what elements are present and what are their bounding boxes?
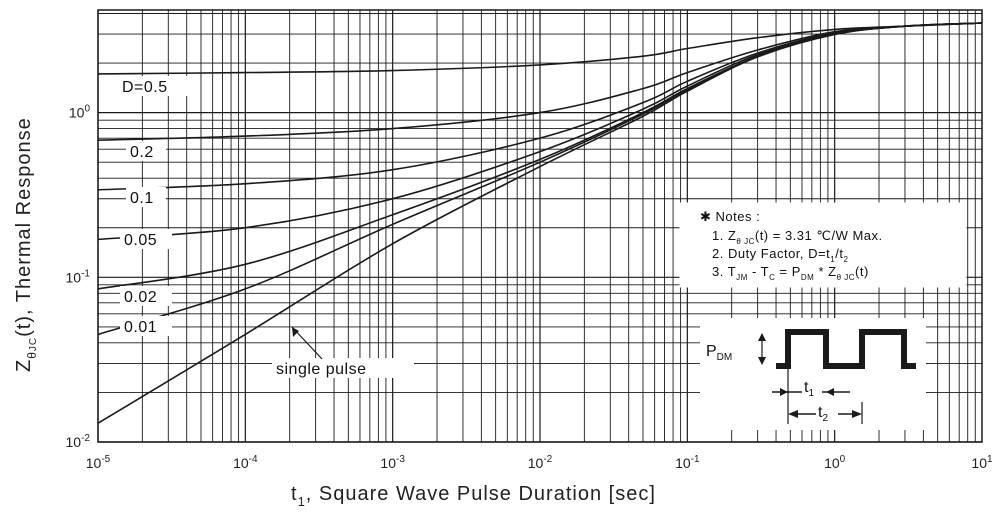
label-bg-d02 bbox=[126, 141, 166, 161]
y-tick-label: 100 bbox=[69, 104, 91, 121]
label-bg-d002 bbox=[120, 286, 172, 306]
plot-frame bbox=[97, 9, 983, 443]
t2-label: t2 bbox=[818, 404, 828, 424]
x-tick-label: 101 bbox=[971, 454, 993, 471]
series-lines bbox=[97, 22, 983, 424]
label-bg-d005 bbox=[120, 229, 172, 249]
t2-arrow-left-icon bbox=[788, 410, 798, 418]
curve-label-d02: 0.2 bbox=[130, 144, 154, 161]
series-line-0 bbox=[97, 22, 983, 75]
x-tick-label: 10-1 bbox=[675, 454, 700, 471]
tick-labels: 10-5 10-4 10-3 10-2 10-1 100 101 10-2 10-1 100 bbox=[66, 104, 993, 471]
label-bg-d001 bbox=[120, 316, 172, 336]
pulse-waveform bbox=[776, 329, 916, 369]
x-tick-label: 10-2 bbox=[528, 454, 553, 471]
t1-arrow-right-icon bbox=[826, 388, 834, 396]
curve-label-d01: 0.1 bbox=[130, 190, 154, 207]
notes-line-1: 1. Zθ JC(t) = 3.31 ℃/W Max. bbox=[712, 228, 883, 246]
notes-background bbox=[679, 202, 967, 288]
x-tick-label: 100 bbox=[824, 454, 846, 471]
series-line-1 bbox=[97, 22, 983, 141]
pulse-diagram-background bbox=[700, 318, 926, 430]
y-tick-label: 10-1 bbox=[66, 268, 91, 285]
series-line-6 bbox=[97, 22, 983, 424]
t2-arrow-right-icon bbox=[852, 410, 862, 418]
series-line-2 bbox=[97, 22, 983, 191]
curve-label-d05: D=0.5 bbox=[122, 79, 168, 96]
curve-label-single-pulse: single pulse bbox=[276, 361, 367, 378]
pdm-label: PDM bbox=[706, 343, 732, 363]
t1-label-bg bbox=[802, 378, 822, 396]
x-tick-label: 10-4 bbox=[233, 454, 258, 471]
t1-arrow-left-icon bbox=[780, 388, 788, 396]
label-bg-d05 bbox=[118, 76, 190, 96]
pdm-arrow-bottom-icon bbox=[758, 357, 766, 365]
notes-line-3: 3. TJM - TC = PDM * Zθ JC(t) bbox=[712, 264, 869, 282]
notes-heading: ✱ Notes : bbox=[700, 209, 760, 224]
x-tick-label: 10-5 bbox=[86, 454, 111, 471]
y-axis-title: ZθJC(t), Thermal Response bbox=[13, 117, 39, 372]
label-bg-d01 bbox=[126, 187, 166, 207]
y-tick-label: 10-2 bbox=[66, 433, 91, 450]
t1-label: t1 bbox=[804, 379, 814, 399]
label-bg-single bbox=[272, 358, 414, 378]
t2-label-bg bbox=[816, 402, 838, 420]
pdm-arrow-top-icon bbox=[758, 333, 766, 341]
x-tick-label: 10-3 bbox=[380, 454, 405, 471]
pulse-diagram: PDM t1 t2 bbox=[700, 318, 926, 430]
single-pulse-arrowhead bbox=[292, 327, 299, 337]
x-axis-title: t1, Square Wave Pulse Duration [sec] bbox=[291, 483, 656, 509]
curve-label-d001: 0.01 bbox=[124, 319, 157, 336]
notes-line-2: 2. Duty Factor, D=t1/t2 bbox=[712, 246, 848, 264]
curve-label-d002: 0.02 bbox=[124, 289, 157, 306]
notes-box: ✱ Notes : 1. Zθ JC(t) = 3.31 ℃/W Max. 2.… bbox=[679, 202, 967, 288]
curve-label-d005: 0.05 bbox=[124, 232, 157, 249]
curve-labels: D=0.5 0.2 0.1 0.05 0.02 0.01 single puls… bbox=[118, 76, 414, 378]
